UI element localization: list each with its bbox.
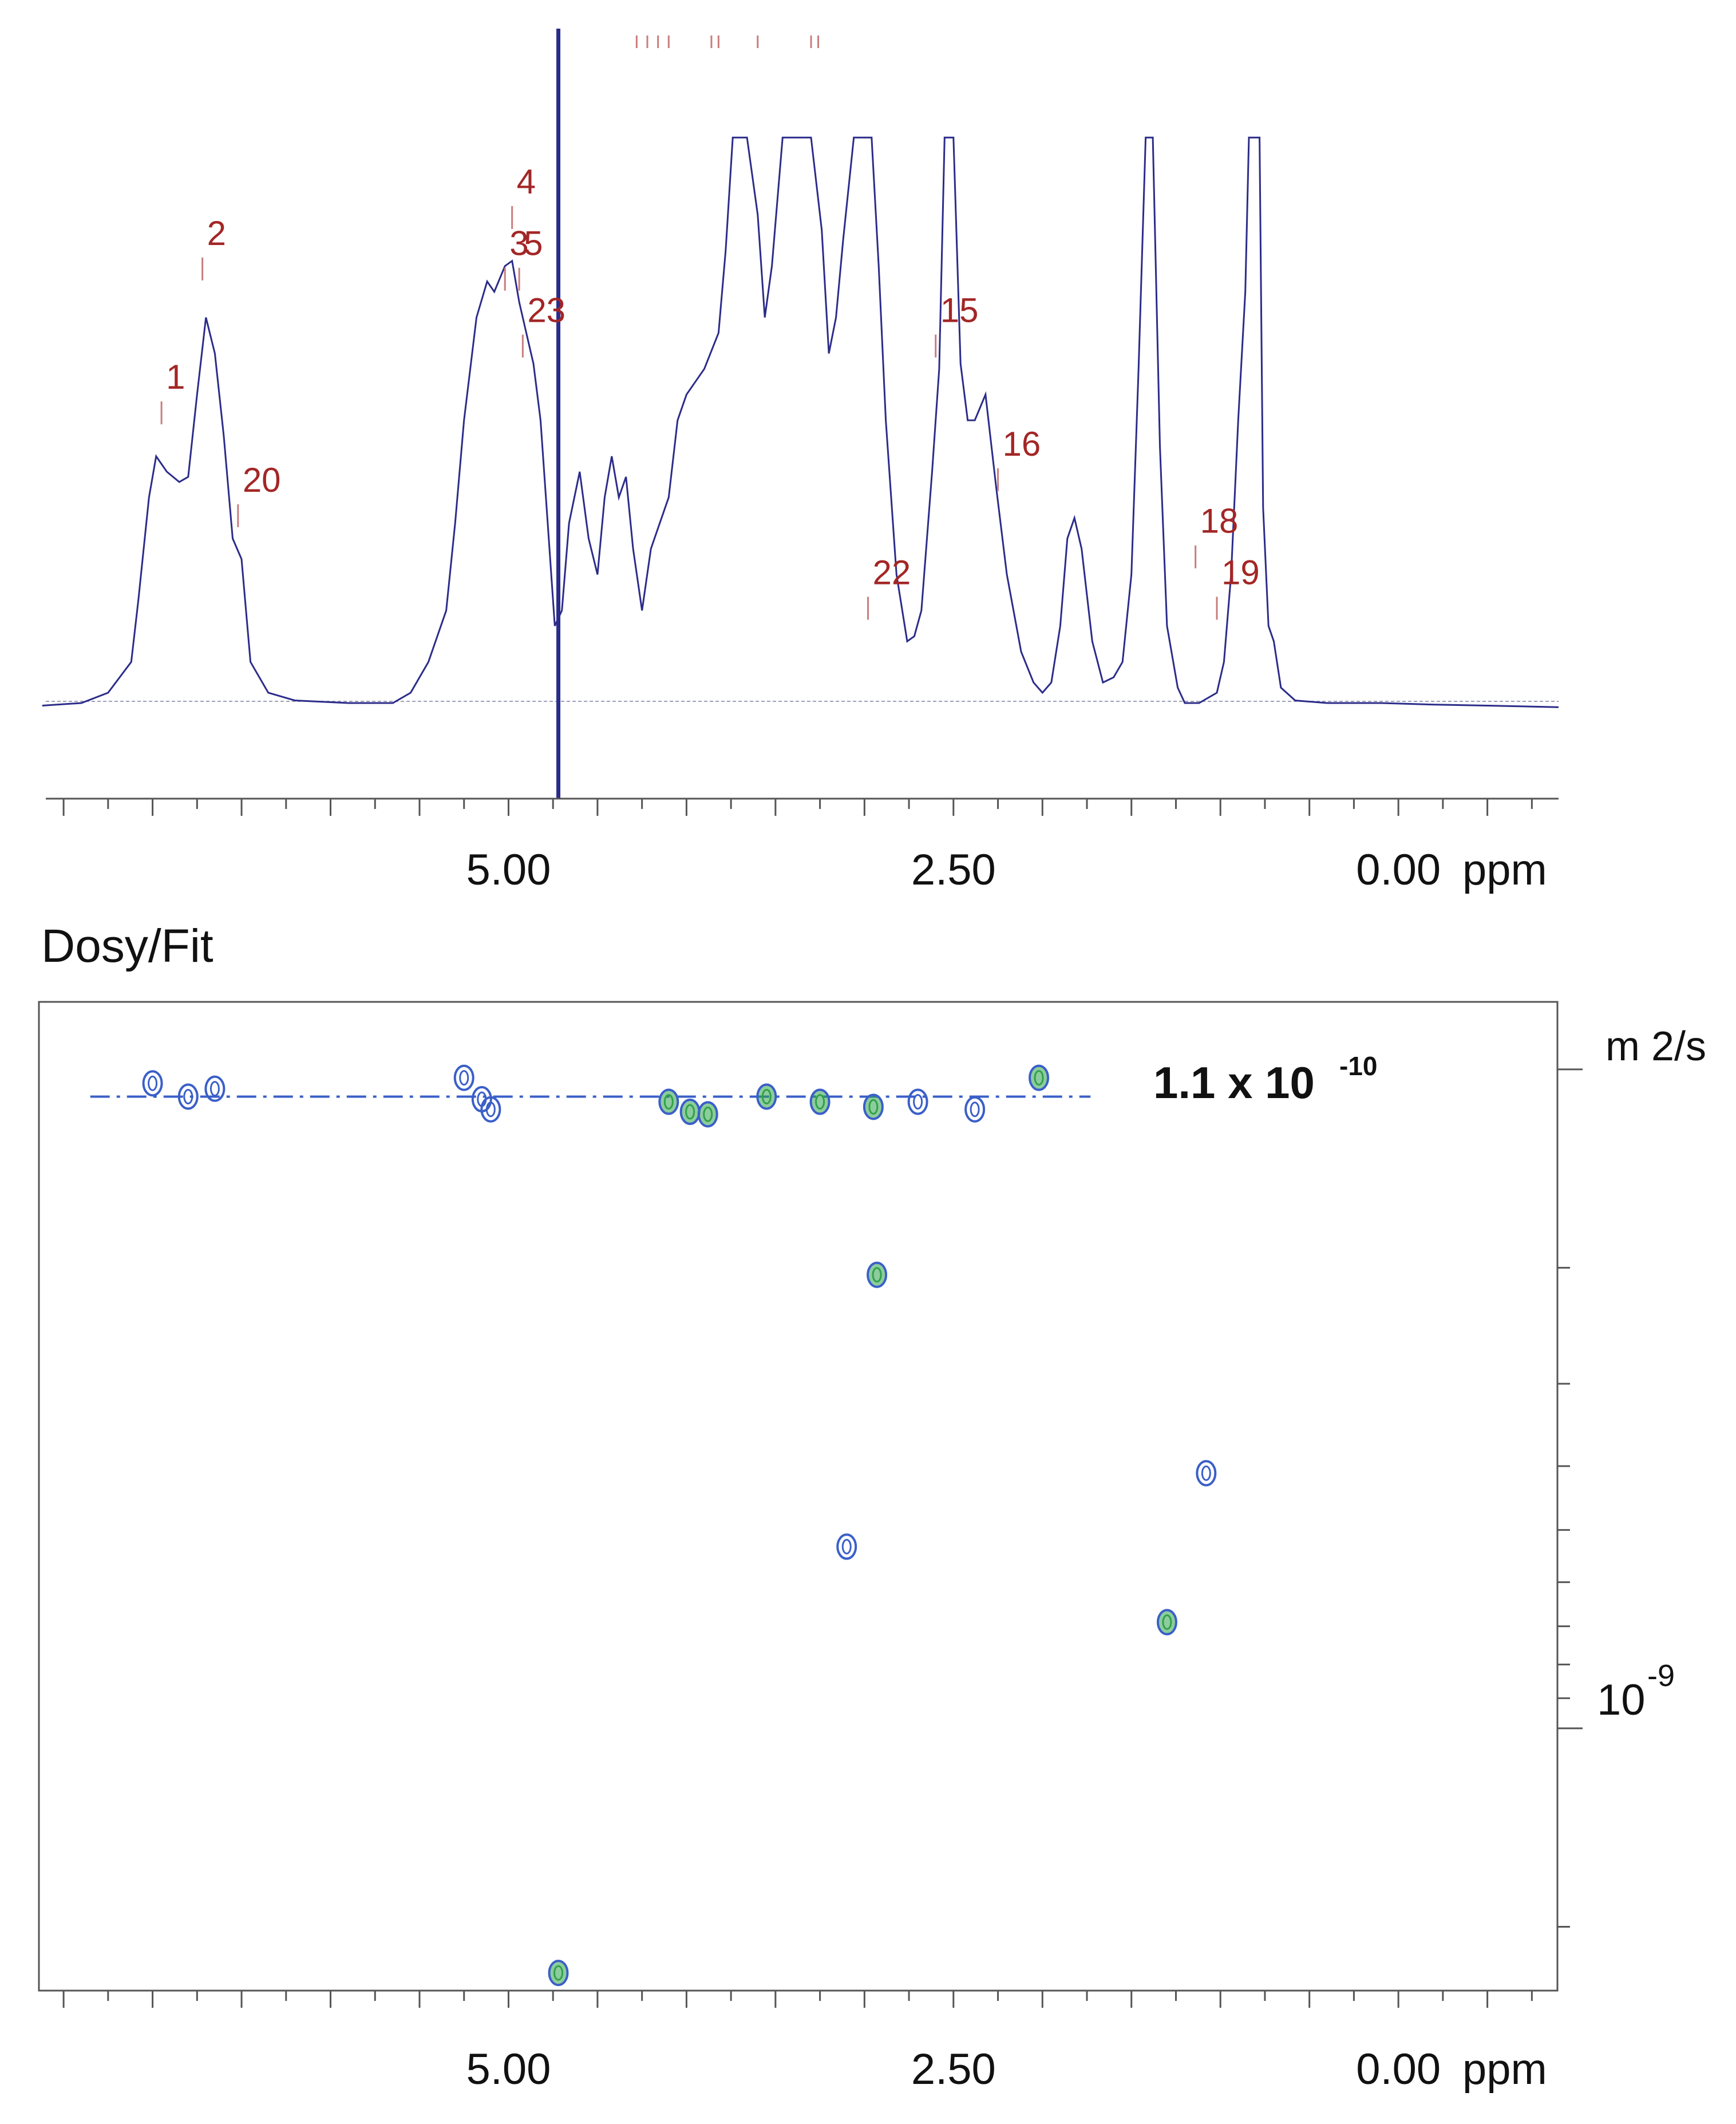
contour-outer (453, 1064, 474, 1091)
dosy-title: Dosy/Fit (41, 920, 213, 972)
dosy-x-axis-unit-label: ppm (1462, 2045, 1547, 2094)
dosy-y-axis-ticks (1557, 1068, 1583, 1928)
contour-outer (756, 1083, 777, 1110)
y-tick-exponent: -9 (1647, 1659, 1675, 1693)
dosy-contour-spot (142, 1070, 163, 1097)
contour-outer (907, 1088, 928, 1115)
contour-inner (703, 1106, 713, 1122)
dosy-contour-spot (907, 1088, 928, 1115)
contour-outer (658, 1088, 679, 1115)
dosy-contour-spot (480, 1096, 501, 1123)
peak-label: 4 (517, 163, 536, 201)
contour-outer (1156, 1609, 1177, 1636)
contour-inner (148, 1075, 158, 1091)
contour-inner (1201, 1465, 1211, 1481)
contour-inner (459, 1070, 469, 1086)
y-tick-base: 10 (1597, 1676, 1646, 1724)
peak-label: 15 (940, 291, 979, 329)
contour-inner (183, 1088, 193, 1104)
contour-outer (697, 1101, 718, 1128)
contour-inner (970, 1102, 980, 1118)
top-reference-ticks (635, 35, 819, 48)
dosy-contour-spot (1156, 1609, 1177, 1636)
dosy-contour-spot (548, 1960, 569, 1987)
peak-label: 16 (1003, 425, 1041, 463)
contour-outer (142, 1070, 163, 1097)
contour-outer (863, 1093, 884, 1120)
contour-inner (1162, 1614, 1172, 1630)
contour-inner (815, 1093, 825, 1110)
contour-outer (679, 1099, 701, 1126)
contour-inner (1034, 1070, 1044, 1086)
contour-outer (867, 1261, 888, 1288)
dosy-contour-spot (1196, 1460, 1217, 1487)
dosy-contour-spot (679, 1099, 701, 1126)
peak-label: 20 (243, 461, 281, 499)
dosy-contour-spot (204, 1075, 226, 1102)
dosy-x-tick-label-5: 5.00 (466, 2045, 551, 2094)
contour-outer (809, 1088, 831, 1115)
dosy-contour-spot (867, 1261, 888, 1288)
peak-labels: 1 2 20 4 35 23 22 15 16 18 19 (160, 163, 1260, 620)
dosy-contour-spot (658, 1088, 679, 1115)
dosy-contour-spot (964, 1096, 986, 1123)
contour-outer (177, 1083, 199, 1110)
contour-inner (872, 1267, 882, 1283)
dosy-contour-spot (836, 1533, 857, 1560)
peak-label: 1 (166, 358, 185, 396)
dosy-x-tick-label-0: 0.00 (1356, 2045, 1441, 2094)
dosy-x-axis-ticks (62, 1991, 1533, 2008)
proton-spectrum-chart: 1 2 20 4 35 23 22 15 16 18 19 5.00 2.50 0.00 ppm (42, 29, 1559, 894)
contour-outer (204, 1075, 226, 1102)
fit-value-exponent: -10 (1339, 1051, 1377, 1081)
contour-inner (913, 1093, 923, 1110)
contour-inner (209, 1081, 220, 1097)
dosy-frame (38, 1001, 1559, 1992)
contour-outer (1029, 1064, 1050, 1091)
dosy-x-tick-label-2-5: 2.50 (911, 2045, 996, 2094)
contour-outer (964, 1096, 986, 1123)
dosy-contour-spot (809, 1088, 831, 1115)
contour-inner (553, 1965, 564, 1981)
peak-label: 5 (524, 224, 543, 263)
peak-label: 18 (1200, 502, 1239, 540)
dosy-contour-spot (453, 1064, 474, 1091)
peak-label: 3 (509, 224, 528, 263)
contour-inner (841, 1539, 852, 1555)
peak-label: 23 (527, 291, 566, 329)
spectrum-trace (42, 136, 1559, 708)
x-tick-label-2-5: 2.50 (911, 846, 996, 894)
contour-outer (1196, 1460, 1217, 1487)
contour-outer (480, 1096, 501, 1123)
y-tick-label-1e-9: 10 -9 (1597, 1659, 1675, 1724)
dosy-contour-spot (1029, 1064, 1050, 1091)
peak-label: 2 (207, 214, 226, 252)
contour-inner (761, 1088, 772, 1104)
contour-outer (836, 1533, 857, 1560)
contour-inner (485, 1102, 496, 1118)
x-tick-label-0: 0.00 (1356, 846, 1441, 894)
peak-label: 22 (873, 553, 911, 591)
x-tick-label-5: 5.00 (466, 846, 551, 894)
dosy-contour-spot (697, 1101, 718, 1128)
dosy-contour-spot (177, 1083, 199, 1110)
contour-inner (663, 1093, 674, 1110)
dosy-contour-spot (756, 1083, 777, 1110)
dosy-contour-spot (863, 1093, 884, 1120)
fit-value-label: 1.1 x 10 -10 (1153, 1051, 1377, 1108)
dosy-chart: 1.1 x 10 -10 m 2/s 10 -9 5.00 2.50 0.00 … (38, 1001, 1706, 2094)
dosy-contours (142, 1064, 1217, 1987)
peak-label: 19 (1221, 553, 1260, 591)
contour-inner (868, 1099, 879, 1115)
contour-inner (685, 1104, 695, 1120)
x-axis-unit-label: ppm (1462, 846, 1547, 894)
fit-value-mantissa: 1.1 x 10 (1153, 1057, 1315, 1108)
dosy-y-unit-label: m 2/s (1605, 1024, 1706, 1069)
top-x-axis-ticks (62, 799, 1533, 816)
contour-outer (548, 1960, 569, 1987)
